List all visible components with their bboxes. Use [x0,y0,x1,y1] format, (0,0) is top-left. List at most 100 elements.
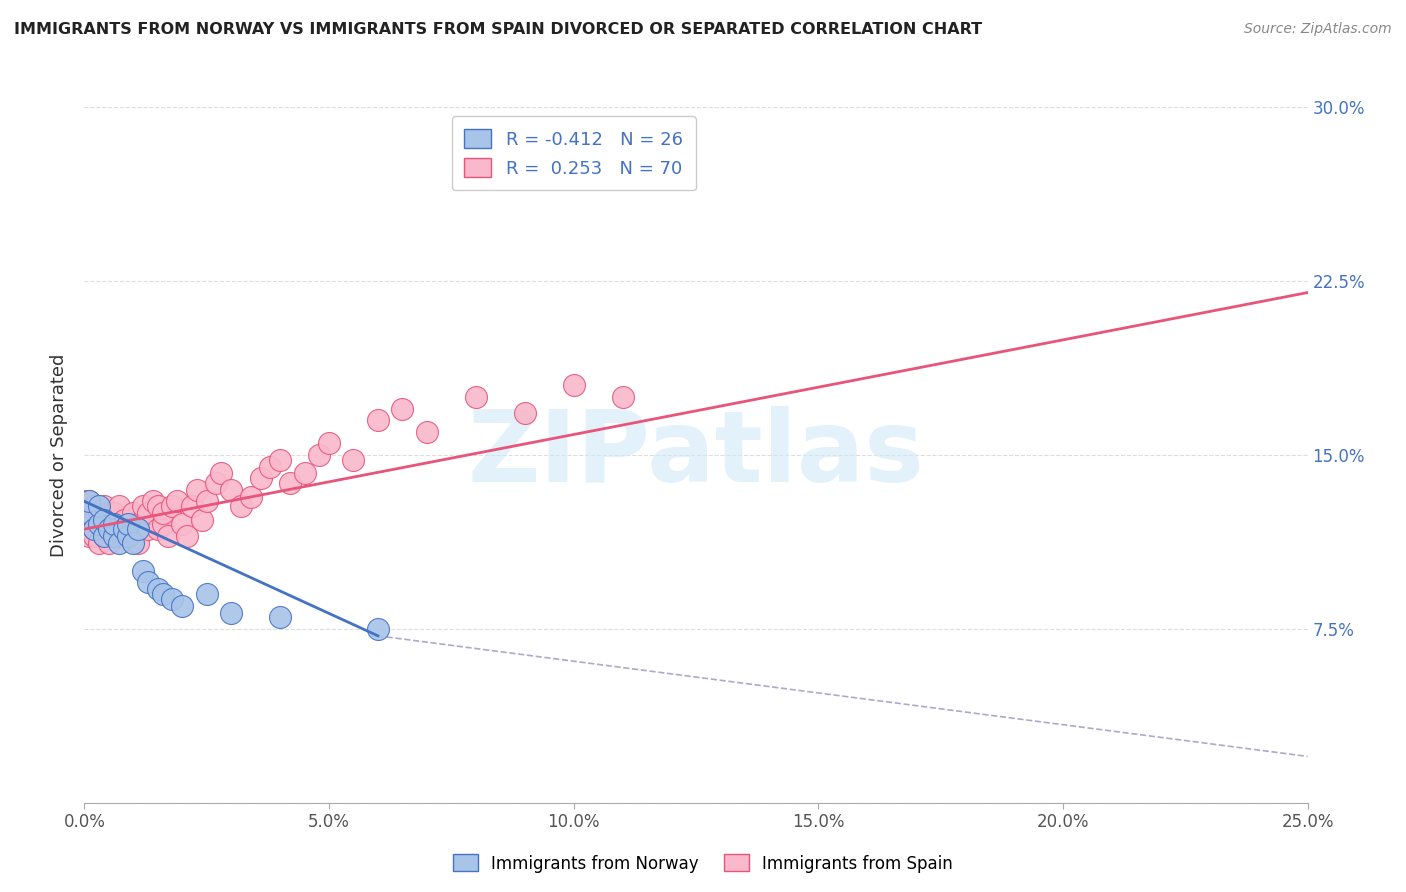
Point [103,517,125,532]
Point [229,499,252,513]
Point [239,490,262,504]
Point [87,517,110,532]
Point [172,517,194,532]
Point [117,529,139,543]
Text: Source: ZipAtlas.com: Source: ZipAtlas.com [1244,22,1392,37]
Point [103,529,125,543]
Legend: Immigrants from Norway, Immigrants from Spain: Immigrants from Norway, Immigrants from … [446,847,960,880]
Point [142,494,165,508]
Point [97,506,120,520]
Legend: R = -0.412   N = 26, R =  0.253   N = 70: R = -0.412 N = 26, R = 0.253 N = 70 [451,116,696,190]
Point [93,529,115,543]
Point [97,522,120,536]
Point [83,513,105,527]
Point [83,529,105,543]
Point [93,513,115,527]
Point [136,522,159,536]
Point [391,401,413,416]
Point [219,606,242,620]
Point [195,587,218,601]
Point [77,529,100,543]
Point [132,564,155,578]
Point [87,506,110,520]
Point [464,390,486,404]
Point [117,529,139,543]
Point [73,522,96,536]
Point [219,483,242,497]
Point [562,378,585,392]
Point [93,522,115,536]
Point [93,499,115,513]
Point [127,517,149,532]
Point [107,536,129,550]
Point [181,499,204,513]
Text: IMMIGRANTS FROM NORWAY VS IMMIGRANTS FROM SPAIN DIVORCED OR SEPARATED CORRELATIO: IMMIGRANTS FROM NORWAY VS IMMIGRANTS FRO… [14,22,983,37]
Point [342,452,364,467]
Point [513,406,536,420]
Point [132,513,155,527]
Point [136,575,159,590]
Point [205,475,228,490]
Point [122,506,145,520]
Point [367,413,389,427]
Point [112,513,135,527]
Point [308,448,330,462]
Point [77,517,100,532]
Point [87,499,110,513]
Point [152,506,174,520]
Text: ZIPatlas: ZIPatlas [468,407,924,503]
Point [191,513,214,527]
Point [122,536,145,550]
Point [87,536,110,550]
Point [117,517,139,532]
Point [166,494,188,508]
Point [195,494,218,508]
Point [259,459,281,474]
Point [83,499,105,513]
Point [416,425,439,439]
Point [612,390,634,404]
Point [367,622,389,636]
Point [83,522,105,536]
Point [172,599,194,613]
Point [152,517,174,532]
Point [112,529,135,543]
Point [127,522,149,536]
Point [162,591,184,606]
Point [77,506,100,520]
Point [318,436,340,450]
Point [269,452,291,467]
Point [83,522,105,536]
Point [77,494,100,508]
Point [112,522,135,536]
Point [146,499,169,513]
Point [294,467,316,481]
Point [156,529,179,543]
Point [107,522,129,536]
Point [127,536,149,550]
Point [176,529,198,543]
Point [103,506,125,520]
Point [152,587,174,601]
Point [93,529,115,543]
Point [77,494,100,508]
Point [249,471,271,485]
Point [146,582,169,597]
Point [162,499,184,513]
Point [107,499,129,513]
Point [87,517,110,532]
Point [117,517,139,532]
Point [186,483,208,497]
Point [278,475,301,490]
Point [103,529,125,543]
Point [269,610,291,624]
Point [77,506,100,520]
Point [136,506,159,520]
Point [97,522,120,536]
Point [103,517,125,532]
Point [122,522,145,536]
Point [146,522,169,536]
Point [97,536,120,550]
Point [209,467,232,481]
Point [132,499,155,513]
